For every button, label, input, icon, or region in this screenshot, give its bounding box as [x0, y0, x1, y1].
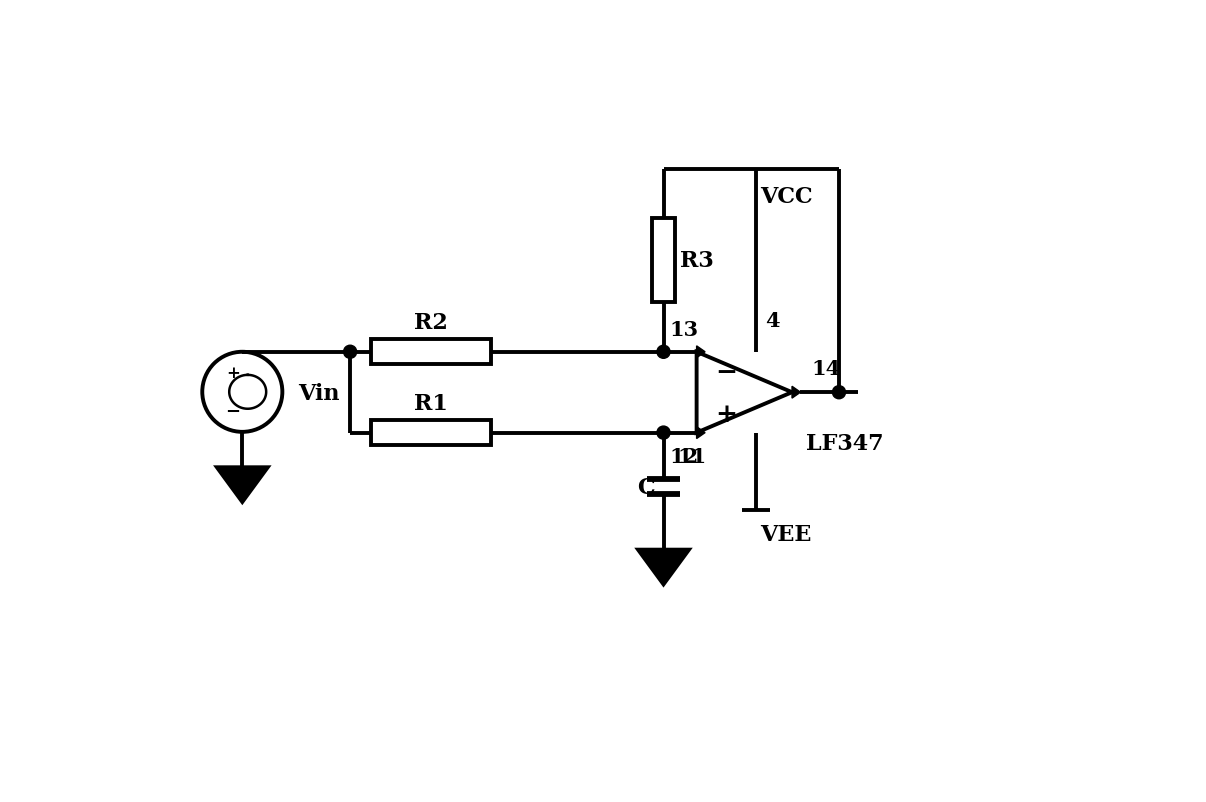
Text: VEE: VEE [760, 524, 812, 546]
Circle shape [657, 427, 671, 439]
Circle shape [832, 387, 845, 399]
Text: R2: R2 [414, 312, 447, 334]
Text: 13: 13 [669, 319, 698, 339]
Text: R1: R1 [414, 393, 447, 415]
Text: Vin: Vin [298, 383, 339, 405]
Polygon shape [792, 387, 801, 399]
Polygon shape [697, 352, 792, 433]
Bar [652, 218, 675, 303]
Polygon shape [697, 346, 706, 358]
Polygon shape [638, 550, 689, 585]
Text: +: + [715, 401, 737, 427]
Text: −: − [715, 359, 737, 384]
Polygon shape [217, 468, 268, 502]
Text: 12: 12 [669, 446, 699, 466]
Text: C: C [637, 476, 655, 498]
Text: R3: R3 [680, 250, 714, 272]
Text: 14: 14 [812, 358, 841, 379]
Text: 4: 4 [765, 311, 780, 330]
Circle shape [657, 346, 671, 358]
Bar [371, 421, 491, 445]
Text: −: − [226, 403, 241, 420]
Bar [371, 340, 491, 365]
Circle shape [344, 346, 357, 358]
Text: VCC: VCC [761, 186, 813, 209]
Text: +: + [227, 365, 240, 382]
Polygon shape [697, 427, 706, 439]
Text: LF347: LF347 [806, 433, 884, 455]
Text: 11: 11 [678, 447, 707, 467]
